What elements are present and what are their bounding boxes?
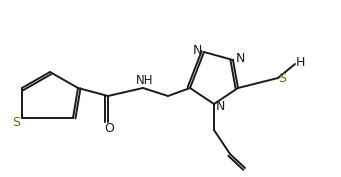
Text: NH: NH xyxy=(136,75,154,87)
Text: S: S xyxy=(12,116,20,129)
Text: S: S xyxy=(278,73,286,85)
Text: N: N xyxy=(192,44,202,56)
Text: N: N xyxy=(235,52,245,64)
Text: O: O xyxy=(104,122,114,136)
Text: N: N xyxy=(215,99,225,113)
Text: H: H xyxy=(295,56,305,68)
